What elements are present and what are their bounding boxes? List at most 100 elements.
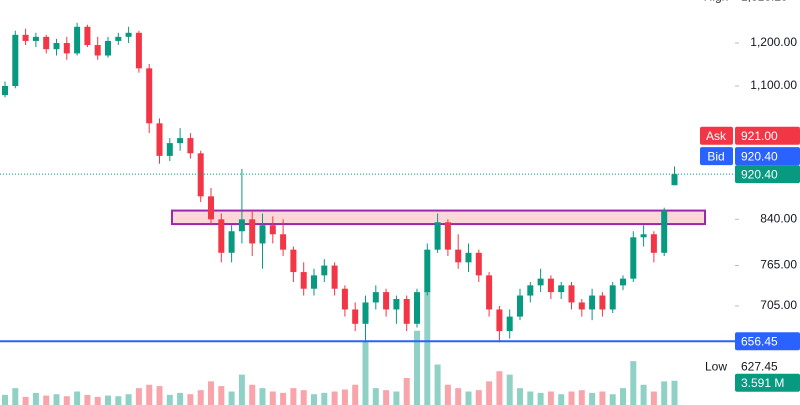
volume-bar: [238, 374, 245, 405]
candle-body: [12, 34, 19, 87]
candle-body: [125, 32, 132, 37]
volume-bar: [527, 391, 534, 405]
volume-bar: [300, 390, 307, 405]
candle-body: [331, 265, 338, 289]
volume-bar: [444, 384, 451, 405]
volume-bar: [228, 391, 235, 405]
volume-tag: [735, 373, 800, 392]
volume-bar: [599, 391, 606, 405]
candle-body: [341, 288, 348, 310]
candle-body: [403, 298, 410, 324]
candle-body: [311, 275, 317, 289]
last-tag: [735, 165, 800, 184]
volume-bar: [434, 364, 441, 405]
candle-body: [465, 252, 472, 263]
candle-body: [434, 222, 441, 250]
high-tag: [735, 0, 800, 6]
volume-bar: [32, 392, 39, 405]
bid-value: 920.40: [741, 149, 778, 163]
ask-name: Ask: [706, 129, 727, 143]
bid-tag: [735, 147, 800, 166]
candle-body: [166, 143, 173, 156]
volume-value: 3.591 M: [741, 376, 784, 390]
candle-body: [496, 309, 503, 332]
ask-name-tag: [700, 126, 733, 145]
high-name-tag: [700, 0, 733, 6]
volume-bar: [146, 384, 153, 405]
volume-bar: [135, 388, 142, 405]
y-tick-label: 705.00: [760, 298, 797, 312]
candle-body: [300, 272, 307, 289]
volume-bar: [558, 394, 565, 405]
volume-bar: [187, 394, 194, 405]
candle-body: [475, 252, 482, 276]
volume-bar: [506, 374, 513, 405]
candle-body: [547, 278, 554, 293]
volume-bar: [496, 371, 503, 405]
candle-body: [599, 295, 606, 310]
candle-body: [197, 153, 204, 197]
volume-bar: [414, 330, 420, 405]
candle-body: [74, 26, 81, 54]
candle-body: [146, 68, 153, 124]
volume-bar: [115, 396, 122, 405]
candle-body: [661, 210, 668, 253]
volume-bar: [249, 384, 256, 405]
candle-body: [228, 231, 235, 253]
high-value: 1,313.25: [741, 0, 788, 4]
y-tick-label: 840.00: [760, 211, 797, 225]
candle-body: [259, 225, 266, 244]
volume-bar: [568, 391, 575, 405]
volume-bar: [465, 391, 472, 405]
volume-bar: [321, 392, 328, 405]
volume-bar: [661, 381, 668, 405]
support-tag: [735, 332, 800, 351]
candle-body: [383, 292, 390, 310]
y-tick-label: 1,200.00: [750, 35, 797, 49]
candle-body: [177, 138, 184, 144]
volume-bar: [53, 394, 60, 405]
candle-body: [43, 36, 50, 50]
candle-body: [2, 86, 8, 96]
candle-body: [53, 42, 60, 50]
volume-bar: [537, 392, 544, 405]
volume-bar: [517, 388, 523, 405]
volume-bar: [372, 388, 379, 405]
volume-bar: [671, 380, 678, 405]
low-name: Low: [705, 360, 727, 374]
volume-bar: [259, 388, 266, 405]
low-value: 627.45: [741, 360, 778, 374]
candle-body: [609, 285, 616, 310]
candle-body: [578, 302, 585, 310]
candle-body: [238, 219, 245, 232]
candle-body: [537, 278, 544, 286]
volume-bar: [589, 392, 596, 405]
support-value: 656.45: [741, 334, 778, 348]
candle-body: [218, 219, 225, 253]
candle-body: [486, 275, 493, 310]
volume-bar: [208, 381, 214, 405]
volume-bar: [352, 384, 359, 405]
candle-body: [455, 249, 462, 263]
ask-value: 921.00: [741, 129, 778, 143]
candle-body: [352, 309, 359, 324]
price-axis: 1,200.00 1,100.00 840.00 765.00 705.00 1,313.…: [700, 0, 800, 405]
volume-bar: [269, 391, 276, 405]
volume-bar: [311, 394, 317, 405]
plot: [0, 22, 735, 405]
candle-body: [135, 32, 142, 69]
candle-body: [208, 196, 214, 220]
candle-body: [156, 123, 163, 156]
volume-bar: [362, 340, 369, 405]
candle-body: [187, 138, 194, 154]
candle-body: [671, 174, 678, 186]
low-tag: [735, 357, 800, 376]
volume-bar: [341, 389, 348, 405]
candle-body: [63, 42, 70, 54]
volume-bar: [620, 388, 626, 405]
volume-bar: [197, 390, 204, 405]
candle-body: [650, 234, 657, 253]
candle-body: [290, 249, 297, 273]
